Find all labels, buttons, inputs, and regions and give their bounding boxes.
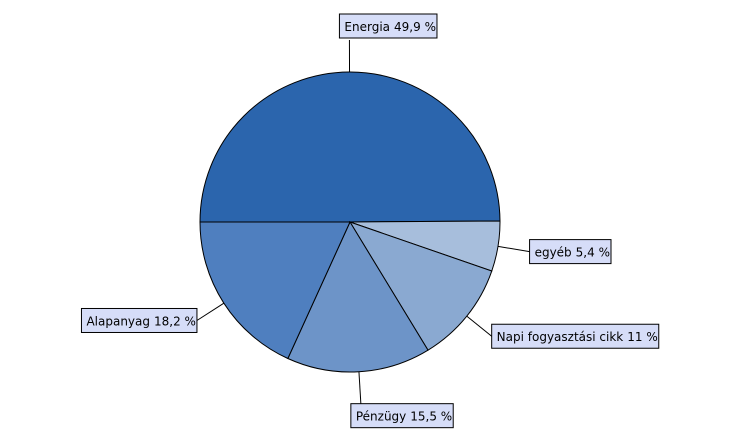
pie-slice (199, 71, 501, 223)
data-label: Energia 49,9 % (338, 13, 438, 39)
data-label: Alapanyag 18,2 % (80, 307, 198, 333)
leader-line (196, 302, 225, 321)
label-category: Napi fogyasztási cikk (497, 330, 624, 344)
pie-slice (348, 221, 493, 351)
pie-slice (199, 221, 351, 360)
label-text: egyéb 5,4 % (535, 245, 610, 259)
label-box (529, 239, 612, 265)
data-label: Napi fogyasztási cikk 11 % (491, 323, 660, 349)
label-box (338, 13, 438, 39)
label-category: Energia (344, 20, 390, 34)
pie-slice (287, 220, 429, 373)
label-box (80, 307, 198, 333)
label-box (350, 403, 454, 429)
label-text: Energia 49,9 % (344, 20, 436, 34)
label-value: 5,4 % (576, 245, 610, 259)
label-category: Pénzügy (356, 409, 406, 423)
label-text: Pénzügy 15,5 % (356, 409, 452, 423)
label-value: 49,9 % (394, 20, 436, 34)
leader-line (358, 371, 362, 404)
data-label: egyéb 5,4 % (529, 239, 612, 265)
label-box (491, 323, 660, 349)
data-label: Pénzügy 15,5 % (350, 403, 454, 429)
label-value: 15,5 % (410, 409, 452, 423)
label-value: 11 % (627, 330, 658, 344)
label-text: Alapanyag 18,2 % (86, 314, 195, 328)
label-category: Alapanyag (86, 314, 150, 328)
label-text: Napi fogyasztási cikk 11 % (497, 330, 658, 344)
label-category: egyéb (535, 245, 572, 259)
leader-line (466, 315, 492, 337)
leader-line (497, 245, 530, 253)
label-value: 18,2 % (154, 314, 196, 328)
